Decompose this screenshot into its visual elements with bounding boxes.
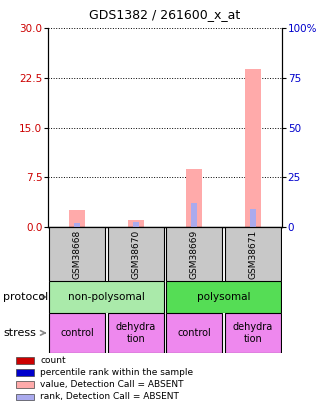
Text: count: count (40, 356, 66, 365)
Text: non-polysomal: non-polysomal (68, 292, 145, 302)
Text: stress: stress (3, 328, 36, 338)
Bar (166, 281, 281, 313)
Bar (133, 222, 139, 227)
Bar (74, 223, 80, 227)
Text: polysomal: polysomal (197, 292, 250, 302)
Text: dehydra
tion: dehydra tion (115, 322, 156, 344)
Text: control: control (60, 328, 94, 338)
Bar (16, 382, 34, 388)
Bar (245, 69, 261, 227)
Bar (16, 357, 34, 364)
Bar (69, 210, 85, 227)
Bar (49, 313, 105, 353)
Bar (191, 203, 197, 227)
Bar (250, 209, 256, 227)
Text: GSM38671: GSM38671 (248, 230, 257, 279)
Text: protocol: protocol (3, 292, 49, 302)
Bar (16, 369, 34, 376)
Text: GSM38670: GSM38670 (131, 230, 140, 279)
Text: GDS1382 / 261600_x_at: GDS1382 / 261600_x_at (89, 8, 241, 21)
Bar (49, 281, 164, 313)
Bar (166, 313, 222, 353)
Bar (108, 227, 164, 281)
Bar (16, 394, 34, 400)
Text: GSM38669: GSM38669 (190, 230, 199, 279)
Bar (127, 220, 144, 227)
Bar (225, 313, 281, 353)
Bar (186, 169, 203, 227)
Bar (166, 227, 222, 281)
Bar (49, 227, 105, 281)
Bar (108, 313, 164, 353)
Text: control: control (178, 328, 211, 338)
Text: rank, Detection Call = ABSENT: rank, Detection Call = ABSENT (40, 392, 179, 401)
Bar (225, 227, 281, 281)
Text: percentile rank within the sample: percentile rank within the sample (40, 368, 193, 377)
Text: dehydra
tion: dehydra tion (233, 322, 273, 344)
Text: GSM38668: GSM38668 (73, 230, 82, 279)
Text: value, Detection Call = ABSENT: value, Detection Call = ABSENT (40, 380, 184, 389)
